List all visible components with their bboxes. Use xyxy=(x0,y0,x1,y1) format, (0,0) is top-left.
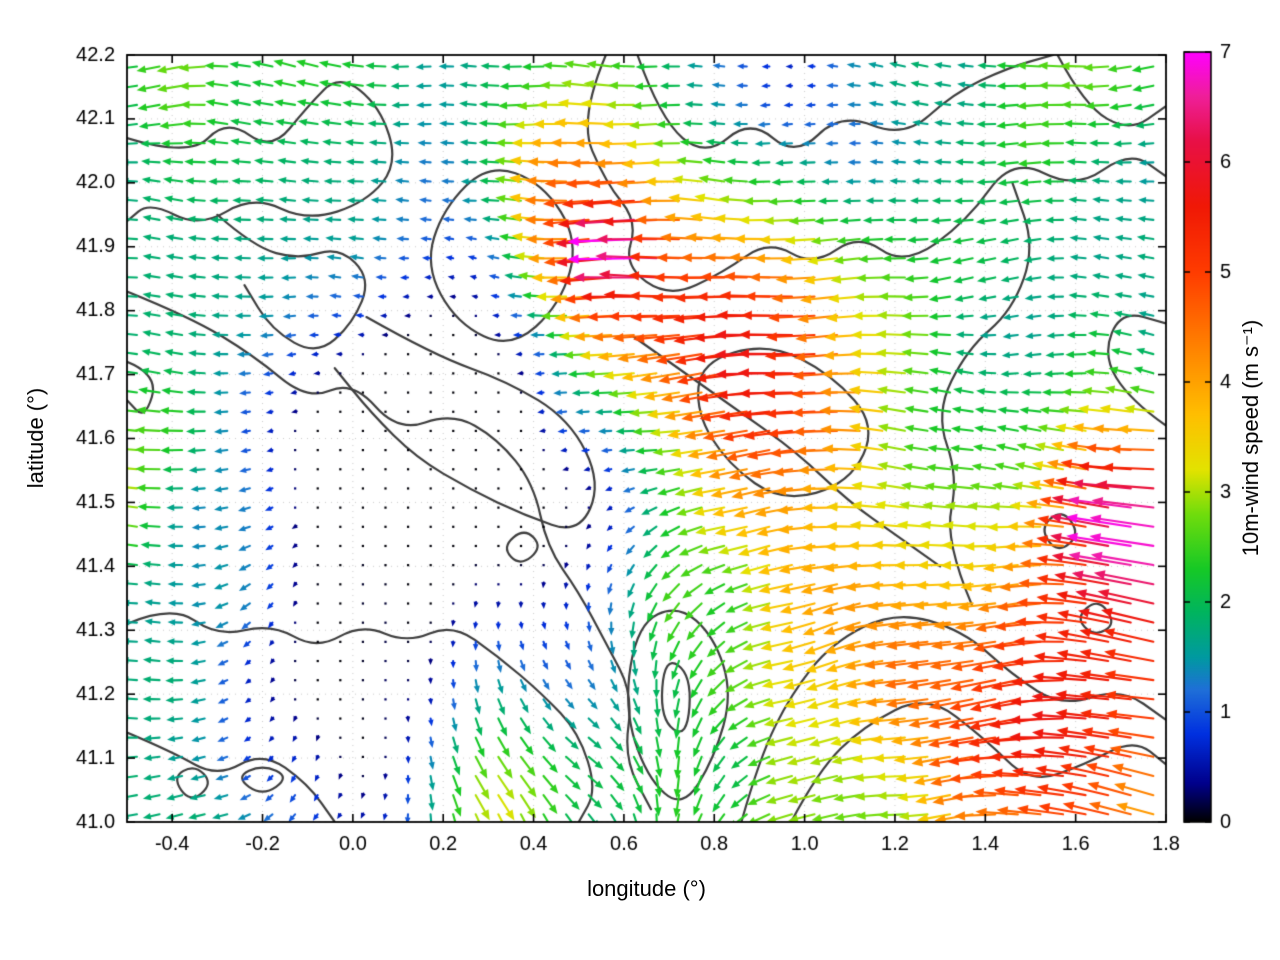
colorbar-title: 10m-wind speed (m s⁻¹) xyxy=(1238,319,1263,557)
y-axis-title: latitude (°) xyxy=(23,387,48,489)
x-axis-title: longitude (°) xyxy=(587,876,706,901)
